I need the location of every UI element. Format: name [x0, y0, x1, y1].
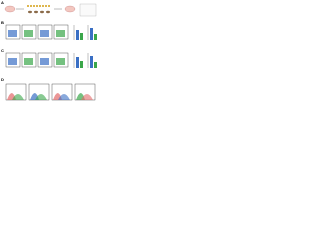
panel-label: C — [1, 48, 4, 53]
shape — [27, 5, 29, 7]
shape — [94, 62, 97, 68]
events — [24, 58, 33, 65]
shape — [76, 30, 79, 40]
panel-c: C — [1, 48, 97, 68]
events — [56, 58, 65, 65]
mouse-icon — [64, 5, 76, 13]
mouse-icon — [4, 5, 16, 13]
bar-chart — [73, 53, 97, 68]
cells — [27, 5, 50, 7]
shape — [80, 33, 83, 40]
shape — [76, 57, 79, 68]
panel-label: A — [1, 0, 4, 5]
panel-label: D — [1, 77, 4, 82]
figure: A B C — [1, 0, 97, 101]
shape — [90, 56, 93, 68]
page: A B C — [0, 0, 100, 114]
events — [8, 30, 17, 37]
panel-a: A — [1, 0, 97, 17]
shape — [45, 5, 47, 7]
shape — [80, 61, 83, 68]
mice-row — [28, 10, 50, 14]
shape — [30, 5, 32, 7]
shape — [81, 94, 93, 100]
shape — [48, 5, 50, 7]
shape — [40, 10, 44, 14]
shape — [42, 5, 44, 7]
shape — [34, 10, 38, 14]
panel-label: B — [1, 20, 4, 25]
shape — [28, 10, 32, 14]
events — [56, 30, 65, 37]
shape — [39, 5, 41, 7]
legend-box — [79, 3, 97, 17]
shape — [94, 34, 97, 40]
events — [8, 58, 17, 65]
events — [24, 30, 33, 37]
bar-chart — [73, 25, 97, 40]
shape — [58, 94, 70, 100]
shape — [35, 94, 47, 100]
shape — [46, 10, 50, 14]
events — [40, 30, 49, 37]
shape — [36, 5, 38, 7]
shape — [12, 94, 24, 100]
shape — [90, 28, 93, 40]
panel-d: D — [1, 77, 96, 101]
shape — [33, 5, 35, 7]
events — [40, 58, 49, 65]
panel-b: B — [1, 20, 97, 40]
